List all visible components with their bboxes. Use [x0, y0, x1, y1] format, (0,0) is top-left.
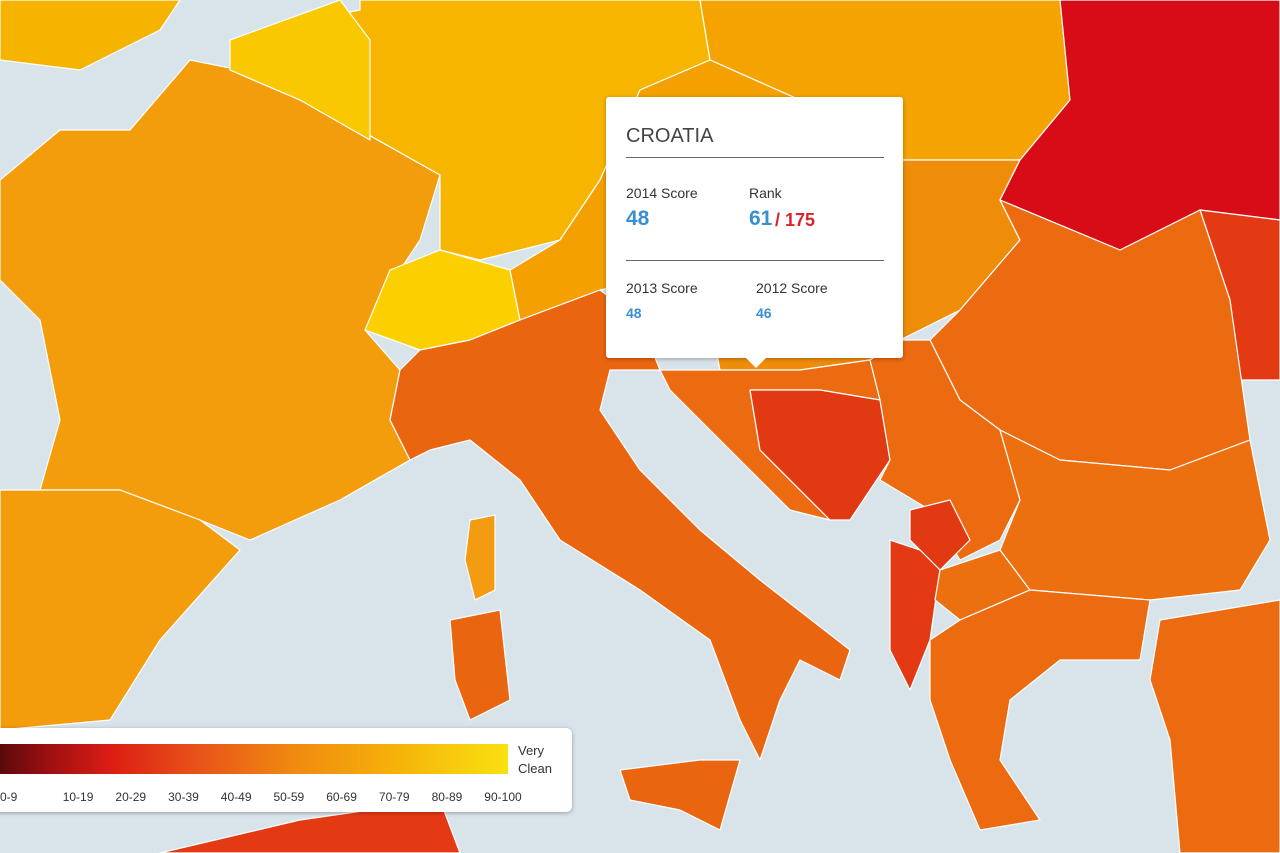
score-value: 48 — [626, 305, 642, 321]
legend: Very Clean 0-9 10-19 20-29 30-39 40-49 50-59 6… — [0, 728, 572, 812]
legend-range-label: 90-100 — [484, 790, 522, 804]
legend-range-label: 40-49 — [220, 790, 252, 804]
bulgaria[interactable] — [999, 429, 1271, 601]
score-label: 2014 Score — [626, 185, 698, 201]
legend-range-label: 60-69 — [326, 790, 357, 804]
rank-label: Rank — [749, 185, 782, 201]
tooltip: CROATIA 2014 Score 48 Rank 61 / 175 2013… — [606, 97, 903, 368]
serbia[interactable] — [869, 339, 1021, 561]
sardinia[interactable] — [449, 609, 511, 721]
tooltip-pointer — [746, 358, 766, 368]
score-label: 2012 Score — [756, 280, 828, 296]
kosovo[interactable] — [909, 499, 971, 571]
country-name: CROATIA — [626, 125, 714, 147]
legend-range-label: 0-9 — [0, 790, 18, 804]
score-value: 46 — [756, 305, 772, 321]
bosnia[interactable] — [749, 389, 891, 521]
legend-range-label: 70-79 — [378, 790, 410, 804]
sicily[interactable] — [619, 759, 741, 831]
divider — [626, 157, 884, 158]
divider — [626, 260, 884, 261]
legend-range-label: 30-39 — [168, 790, 199, 804]
legend-range-label: 10-19 — [62, 790, 94, 804]
color-scale — [0, 744, 508, 774]
turkey[interactable] — [1149, 599, 1280, 853]
benelux[interactable] — [229, 0, 371, 141]
corsica[interactable] — [464, 514, 496, 601]
score-label: 2013 Score — [626, 280, 698, 296]
greece[interactable] — [929, 589, 1151, 831]
spain[interactable] — [0, 489, 241, 731]
rank-total: / 175 — [775, 210, 816, 230]
legend-range-label: 50-59 — [273, 790, 305, 804]
uk[interactable] — [0, 0, 181, 71]
legend-end-label: Very Clean — [518, 743, 552, 776]
legend-range-label: 20-29 — [115, 790, 147, 804]
score-value: 48 — [626, 207, 650, 230]
legend-range-label: 80-89 — [431, 790, 463, 804]
rank-value: 61 — [749, 207, 773, 230]
